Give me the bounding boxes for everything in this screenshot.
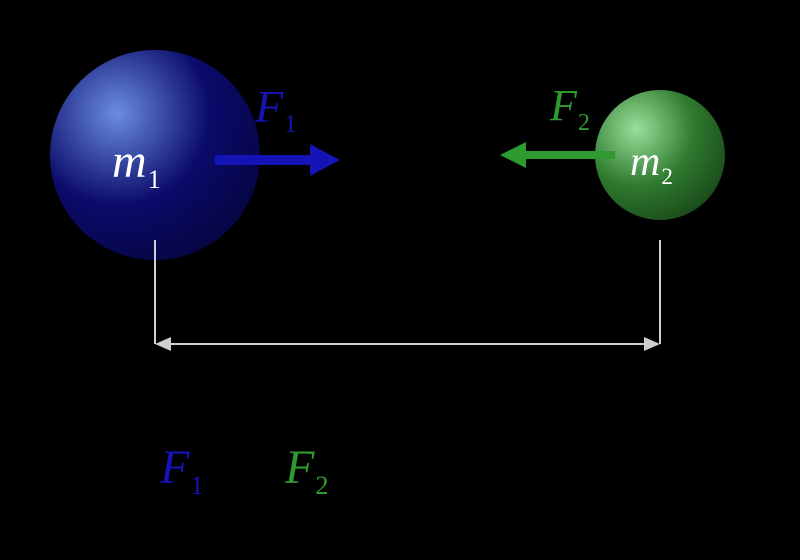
force-1-label: F1 [255, 80, 297, 139]
force-1-label-subscript: 1 [284, 110, 297, 138]
equation-force-1: F1 [160, 440, 204, 501]
force-2-label-var: F [550, 81, 577, 130]
equation-force-1-subscript: 1 [190, 470, 203, 500]
force-1-arrow-head [310, 144, 340, 176]
mass-1-label-var: m [112, 135, 147, 188]
force-2-label-subscript: 2 [578, 109, 590, 136]
mass-1-label: m1 [112, 134, 161, 195]
force-2-label: F2 [550, 80, 590, 137]
equation-force-2: F2 [285, 440, 329, 501]
mass-2-label-var: m [630, 139, 660, 185]
mass-2-label: m2 [630, 138, 673, 190]
mass-2-label-subscript: 2 [661, 163, 673, 189]
mass-1-label-subscript: 1 [148, 164, 161, 194]
equation-force-2-subscript: 2 [315, 470, 328, 500]
equation-force-1-var: F [160, 441, 189, 494]
distance-arrow-right [644, 337, 660, 351]
distance-arrow-left [155, 337, 171, 351]
diagram-stage: m1m2F1F2F1F2 [0, 0, 800, 560]
force-2-arrow-head [500, 142, 526, 168]
equation-force-2-var: F [285, 441, 314, 494]
force-1-label-var: F [255, 81, 283, 132]
